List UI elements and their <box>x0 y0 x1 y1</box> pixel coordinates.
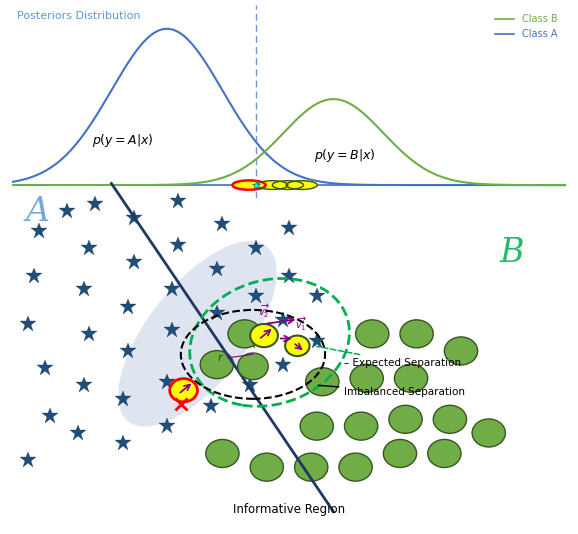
Ellipse shape <box>472 419 505 447</box>
Ellipse shape <box>355 320 389 348</box>
Circle shape <box>257 180 288 190</box>
Ellipse shape <box>250 453 283 481</box>
Ellipse shape <box>339 453 372 481</box>
Ellipse shape <box>238 353 268 380</box>
Text: $\overrightarrow{v_1}$: $\overrightarrow{v_1}$ <box>295 316 306 333</box>
Ellipse shape <box>206 439 239 467</box>
Text: Posteriors Distribution: Posteriors Distribution <box>17 11 140 21</box>
Text: $r$: $r$ <box>217 351 224 363</box>
Text: $p(y=B|x)$: $p(y=B|x)$ <box>314 147 375 164</box>
Ellipse shape <box>118 241 277 427</box>
Legend: Class B, Class A: Class B, Class A <box>491 10 562 43</box>
Ellipse shape <box>444 337 477 365</box>
Ellipse shape <box>300 412 334 440</box>
Ellipse shape <box>306 368 339 396</box>
Ellipse shape <box>389 405 422 433</box>
Ellipse shape <box>383 439 417 467</box>
Ellipse shape <box>394 364 428 392</box>
Text: Imbalanced Separation: Imbalanced Separation <box>318 386 465 397</box>
Ellipse shape <box>250 324 278 347</box>
Text: Informative Region: Informative Region <box>233 503 345 516</box>
Ellipse shape <box>285 335 310 356</box>
Circle shape <box>232 180 266 190</box>
Text: $\overrightarrow{v_2}$: $\overrightarrow{v_2}$ <box>258 302 271 319</box>
Ellipse shape <box>428 439 461 467</box>
Ellipse shape <box>170 379 198 402</box>
Ellipse shape <box>228 320 261 348</box>
Ellipse shape <box>350 364 383 392</box>
Ellipse shape <box>400 320 434 348</box>
Text: $p(y=A|x)$: $p(y=A|x)$ <box>92 132 153 149</box>
Ellipse shape <box>344 412 378 440</box>
Circle shape <box>272 180 303 190</box>
Text: A: A <box>25 196 50 228</box>
Ellipse shape <box>295 453 328 481</box>
Text: B: B <box>500 237 524 269</box>
Ellipse shape <box>200 351 234 379</box>
Circle shape <box>286 180 317 190</box>
Text: – Expected Separation: – Expected Separation <box>317 347 462 368</box>
Ellipse shape <box>434 405 466 433</box>
